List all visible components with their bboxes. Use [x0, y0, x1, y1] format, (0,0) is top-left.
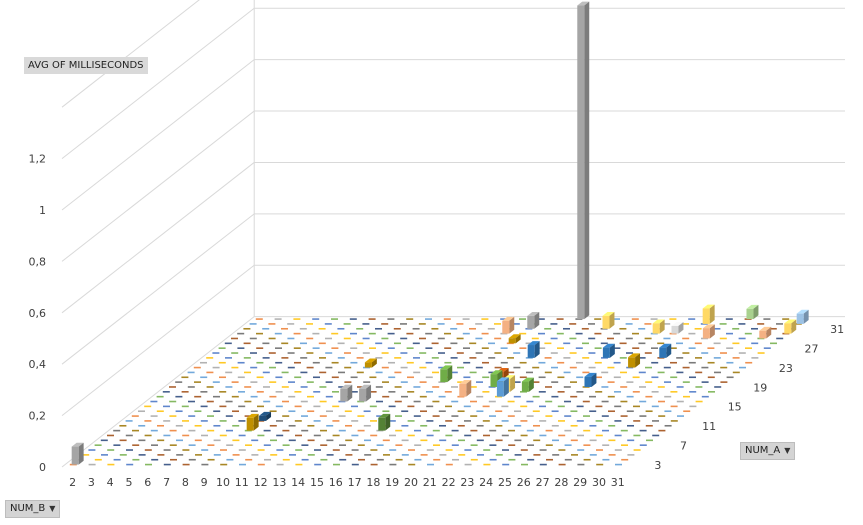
chart-bars	[71, 1, 809, 465]
x-tick-label: 6	[144, 476, 151, 489]
gridline-side	[61, 316, 255, 468]
chart-bar	[508, 334, 521, 344]
depth-tick-label: 31	[830, 323, 844, 336]
chart-bar	[340, 384, 353, 402]
x-tick-label: 4	[107, 476, 114, 489]
chart-bar	[702, 324, 715, 339]
num-a-field-label: NUM_A	[745, 445, 781, 456]
depth-tick-label: 11	[702, 420, 716, 433]
chart-bar	[628, 353, 641, 368]
x-tick-label: 18	[366, 476, 380, 489]
chart-bar	[652, 319, 665, 334]
dropdown-arrow-icon: ▼	[49, 504, 56, 513]
chart-bar	[746, 304, 759, 320]
x-tick-label: 27	[536, 476, 550, 489]
gridline-side	[61, 264, 255, 416]
y-tick-label: 0,6	[29, 307, 47, 320]
chart-bar	[584, 372, 597, 387]
x-tick-label: 8	[182, 476, 189, 489]
x-tick-label: 14	[291, 476, 305, 489]
num-b-field-button[interactable]: NUM_B ▼	[5, 500, 61, 518]
x-tick-label: 28	[554, 476, 568, 489]
chart-bar	[259, 411, 272, 421]
x-tick-label: 3	[88, 476, 95, 489]
depth-axis-ticks: 3 7 11 15 19 23 27 31	[654, 323, 844, 472]
num-b-field-label: NUM_B	[10, 503, 46, 514]
x-tick-label: 11	[235, 476, 249, 489]
chart-bar	[602, 312, 615, 329]
chart-bar	[759, 326, 772, 339]
chart-bar	[364, 358, 377, 368]
x-tick-label: 22	[442, 476, 456, 489]
chart-bar	[671, 322, 684, 334]
chart-bar	[440, 365, 453, 383]
x-tick-label: 24	[479, 476, 493, 489]
y-tick-label: 0,4	[29, 358, 47, 371]
x-tick-label: 17	[348, 476, 362, 489]
chart-bar	[359, 384, 372, 402]
chart-bar	[659, 343, 672, 358]
chart-bar	[577, 1, 590, 320]
y-tick-label: 0,2	[29, 410, 47, 423]
y-tick-label: 0	[39, 461, 46, 474]
gridline-side	[61, 0, 200, 108]
gridline-side	[61, 59, 255, 211]
chart-bar	[521, 377, 534, 392]
y-tick-label: 1	[39, 204, 46, 217]
chart-bar	[527, 312, 540, 329]
chart-bar	[71, 442, 84, 465]
depth-tick-label: 3	[654, 459, 661, 472]
x-tick-label: 5	[125, 476, 132, 489]
x-tick-label: 10	[216, 476, 230, 489]
x-tick-label: 31	[611, 476, 625, 489]
chart-walls	[61, 0, 845, 468]
gridline-side	[61, 162, 255, 314]
depth-tick-label: 15	[728, 401, 742, 414]
chart-bar	[527, 341, 540, 358]
depth-tick-label: 27	[805, 342, 819, 355]
depth-tick-label: 7	[680, 439, 687, 452]
x-tick-label: 2	[69, 476, 76, 489]
x-axis-ticks: 2 3 4 5 6 7 8 9 10 11 12 13 14 15 16 17 18 19 20 21 22 23 24 25…	[69, 476, 625, 489]
x-tick-label: 20	[404, 476, 418, 489]
y-axis-ticks: 0 0,2 0,4 0,6 0,8 1 1,2	[29, 153, 47, 474]
x-tick-label: 9	[201, 476, 208, 489]
x-tick-label: 23	[460, 476, 474, 489]
x-tick-label: 19	[385, 476, 399, 489]
x-tick-label: 26	[517, 476, 531, 489]
y-tick-label: 1,2	[29, 153, 47, 166]
x-tick-label: 25	[498, 476, 512, 489]
x-tick-label: 16	[329, 476, 343, 489]
depth-tick-label: 19	[753, 381, 767, 394]
value-field-label: AVG OF MILLISECONDS	[24, 57, 148, 74]
chart-bar	[246, 413, 259, 431]
gridline-side	[61, 110, 255, 262]
chart-bar	[796, 309, 809, 324]
chart-floor	[69, 318, 808, 466]
chart-bar	[459, 379, 472, 397]
gridline-side	[61, 7, 255, 159]
chart-bar	[702, 304, 715, 324]
chart-bar	[502, 316, 515, 334]
x-tick-label: 30	[592, 476, 606, 489]
y-tick-label: 0,8	[29, 255, 47, 268]
x-tick-label: 21	[423, 476, 437, 489]
x-tick-label: 13	[272, 476, 286, 489]
num-a-field-button[interactable]: NUM_A ▼	[740, 442, 796, 460]
filter-dropdown-icon: ▼	[784, 446, 791, 455]
x-tick-label: 7	[163, 476, 170, 489]
x-tick-label: 29	[573, 476, 587, 489]
depth-tick-label: 23	[779, 362, 793, 375]
chart-bar	[602, 343, 615, 358]
chart-bar	[784, 319, 797, 334]
x-tick-label: 15	[310, 476, 324, 489]
x-tick-label: 12	[254, 476, 268, 489]
chart-bar	[378, 413, 391, 431]
gridline-side	[61, 213, 255, 365]
chart-bar	[496, 377, 509, 397]
